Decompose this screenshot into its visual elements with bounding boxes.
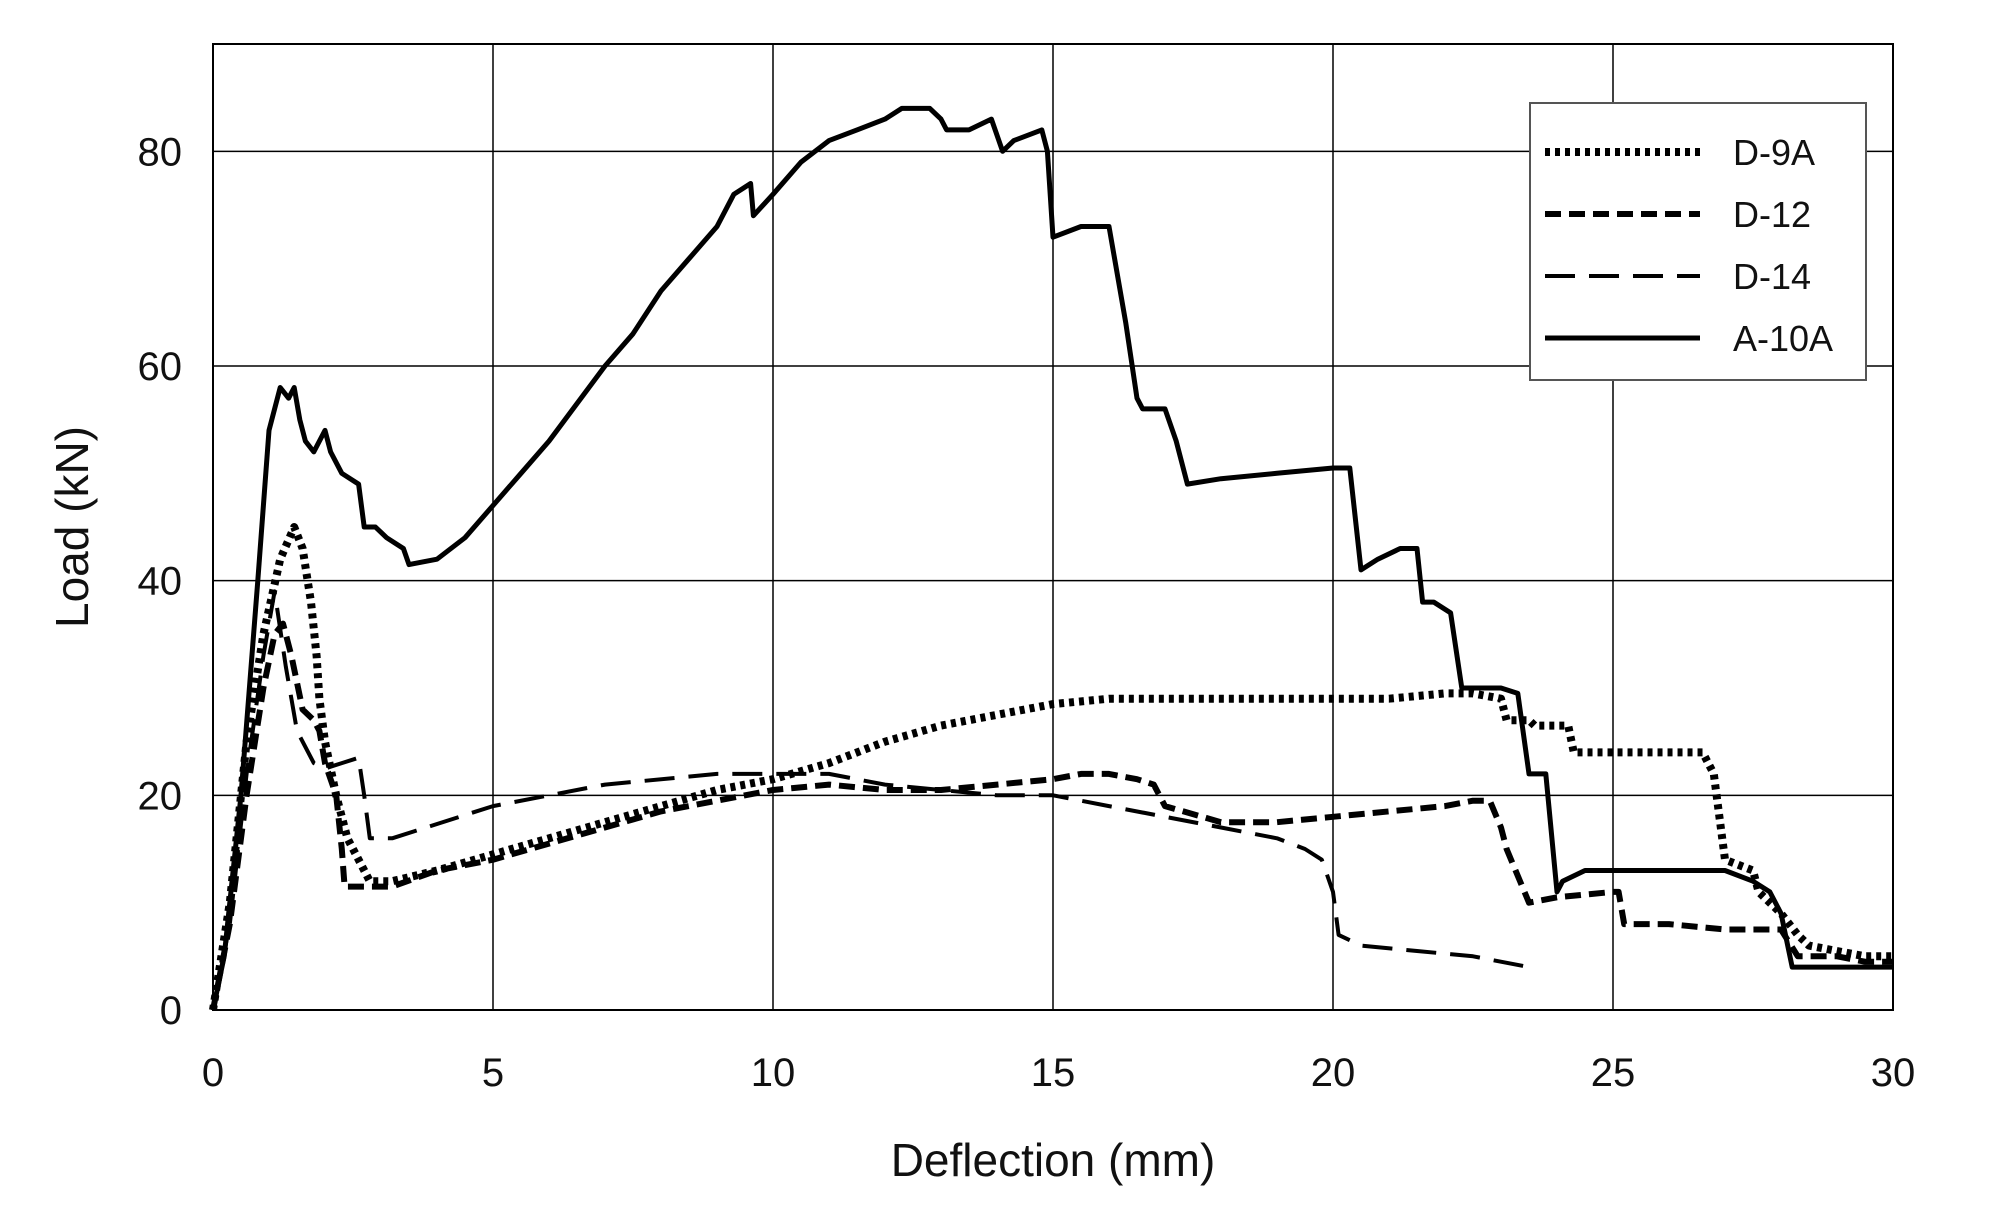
- y-tick-label: 20: [138, 774, 183, 818]
- x-tick-label: 30: [1871, 1051, 1916, 1095]
- y-tick-label: 60: [138, 345, 183, 389]
- series-line-d-12: [210, 620, 1893, 1011]
- legend-items: D-9A D-12 D-14 A-10A: [1545, 132, 1833, 359]
- x-tick-label: 20: [1311, 1051, 1356, 1095]
- y-tick-label: 40: [138, 560, 183, 604]
- series-lines: [209, 105, 1893, 1011]
- x-tick-label: 0: [202, 1051, 224, 1095]
- x-tick-label: 25: [1591, 1051, 1636, 1095]
- series-line-d-14: [211, 589, 1530, 1011]
- y-axis-title: Load (kN): [46, 426, 98, 628]
- x-tick-label: 10: [751, 1051, 796, 1095]
- y-tick-label: 80: [138, 130, 183, 174]
- plot-frame: [212, 43, 1894, 1011]
- x-axis-title: Deflection (mm): [891, 1134, 1216, 1186]
- series-line-a-10a: [210, 105, 1893, 1011]
- series-line-d-9a: [209, 523, 1893, 1011]
- legend-label-d-12: D-12: [1733, 194, 1811, 235]
- x-tick-label: 15: [1031, 1051, 1076, 1095]
- legend-label-d-14: D-14: [1733, 256, 1811, 297]
- legend-label-a-10a: A-10A: [1733, 318, 1833, 359]
- y-tick-label: 0: [160, 989, 182, 1033]
- legend-label-d-9a: D-9A: [1733, 132, 1815, 173]
- legend: D-9A D-12 D-14 A-10A: [1529, 102, 1867, 381]
- tick-labels: 0 5 10 15 20 25 30 0 20 40 60 80: [138, 130, 1916, 1095]
- x-tick-label: 5: [482, 1051, 504, 1095]
